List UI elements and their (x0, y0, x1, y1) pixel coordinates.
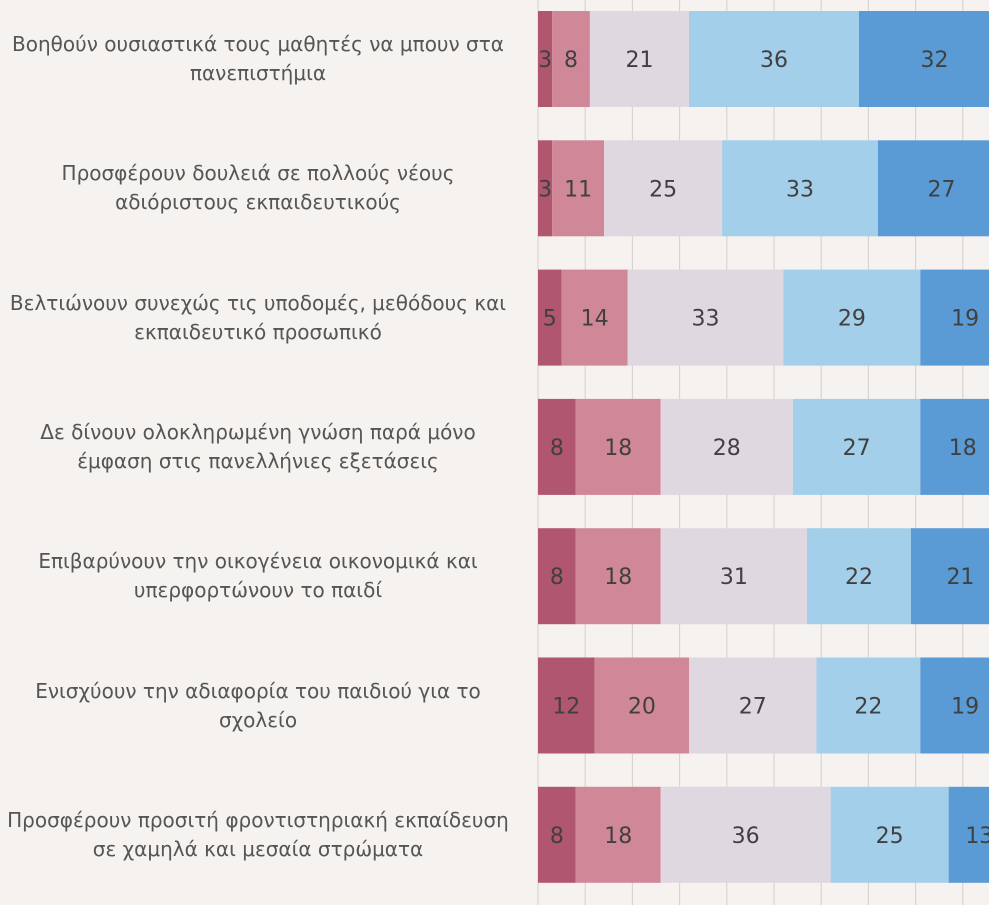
bar-segment (948, 786, 989, 883)
bar-segment (660, 398, 793, 495)
data-label: 5 (543, 307, 557, 332)
data-label: 8 (550, 436, 564, 461)
data-label: 21 (946, 565, 974, 590)
data-label: 33 (786, 177, 814, 202)
bar-segment (920, 657, 989, 754)
category-label: Δε δίνουν ολοκληρωμένη γνώση παρά μόνο έ… (40, 419, 476, 473)
data-label: 14 (581, 307, 609, 332)
data-label: 19 (951, 695, 979, 720)
bar-segment (722, 140, 878, 237)
data-label: 3 (538, 177, 552, 202)
data-label: 3 (538, 48, 552, 73)
data-label: 27 (739, 695, 767, 720)
data-label: 25 (876, 824, 904, 849)
data-label: 29 (838, 307, 866, 332)
bar-segment (877, 140, 989, 237)
data-label: 19 (951, 307, 979, 332)
category-label: Βοηθούν ουσιαστικά τους μαθητές να μπουν… (12, 32, 504, 85)
data-label: 22 (845, 565, 873, 590)
data-label: 13 (965, 824, 989, 849)
data-label: 11 (564, 177, 592, 202)
data-label: 31 (720, 565, 748, 590)
category-label: Προσφέρουν προσιτή φροντιστηριακή εκπαίδ… (7, 807, 509, 861)
category-label: Ενισχύουν την αδιαφορία του παιδιού για … (35, 678, 481, 732)
data-label: 22 (854, 695, 882, 720)
bar-segment (858, 11, 989, 107)
bar-segment (538, 269, 562, 366)
category-label: Βελτιώνουν συνεχώς τις υποδομές, μεθόδου… (9, 290, 507, 344)
data-label: 33 (692, 307, 720, 332)
bar-segment (792, 398, 921, 495)
bar-segment (589, 11, 690, 107)
bar-segment (910, 528, 989, 625)
data-label: 25 (649, 177, 677, 202)
bar-segment (816, 657, 921, 754)
data-label: 8 (564, 48, 578, 73)
bar-segment (538, 786, 576, 883)
bar-segment (575, 528, 661, 625)
data-label: 12 (552, 695, 580, 720)
data-label: 18 (604, 436, 632, 461)
bar-segment (660, 528, 808, 625)
bar-segment (604, 140, 723, 237)
bar-segment (538, 11, 553, 107)
bar-segment (807, 528, 911, 625)
bar-segment (689, 11, 859, 107)
data-label: 28 (713, 436, 741, 461)
bar-segment (552, 11, 590, 107)
data-label: 18 (949, 436, 977, 461)
data-label: 36 (732, 824, 760, 849)
bar-segment (561, 269, 628, 366)
bar-segment (538, 528, 576, 625)
bar-segment (830, 786, 949, 883)
data-label: 21 (625, 48, 653, 73)
data-label: 32 (920, 48, 948, 73)
bar-segment (552, 140, 605, 237)
bar-segment (660, 786, 831, 883)
category-label: Επιβαρύνουν την οικογένεια οικονομικά κα… (38, 549, 478, 603)
data-label: 18 (604, 824, 632, 849)
bar-segment (538, 657, 595, 754)
data-label: 36 (760, 48, 788, 73)
bar-segment (627, 269, 784, 366)
bar-segment (538, 140, 553, 237)
bar-segment (783, 269, 921, 366)
bar-segment (689, 657, 817, 754)
bar-segment (920, 398, 989, 495)
data-label: 8 (550, 824, 564, 849)
bar-segment (920, 269, 989, 366)
bar-segment (575, 398, 661, 495)
bar-segment (575, 786, 661, 883)
data-label: 8 (550, 565, 564, 590)
data-label: 20 (628, 695, 656, 720)
bar-segment (538, 398, 576, 495)
category-label: Προσφέρουν δουλειά σε πολλούς νέους αδιό… (61, 161, 455, 215)
data-label: 27 (843, 436, 871, 461)
data-label: 27 (928, 177, 956, 202)
data-label: 18 (604, 565, 632, 590)
bar-segment (594, 657, 690, 754)
